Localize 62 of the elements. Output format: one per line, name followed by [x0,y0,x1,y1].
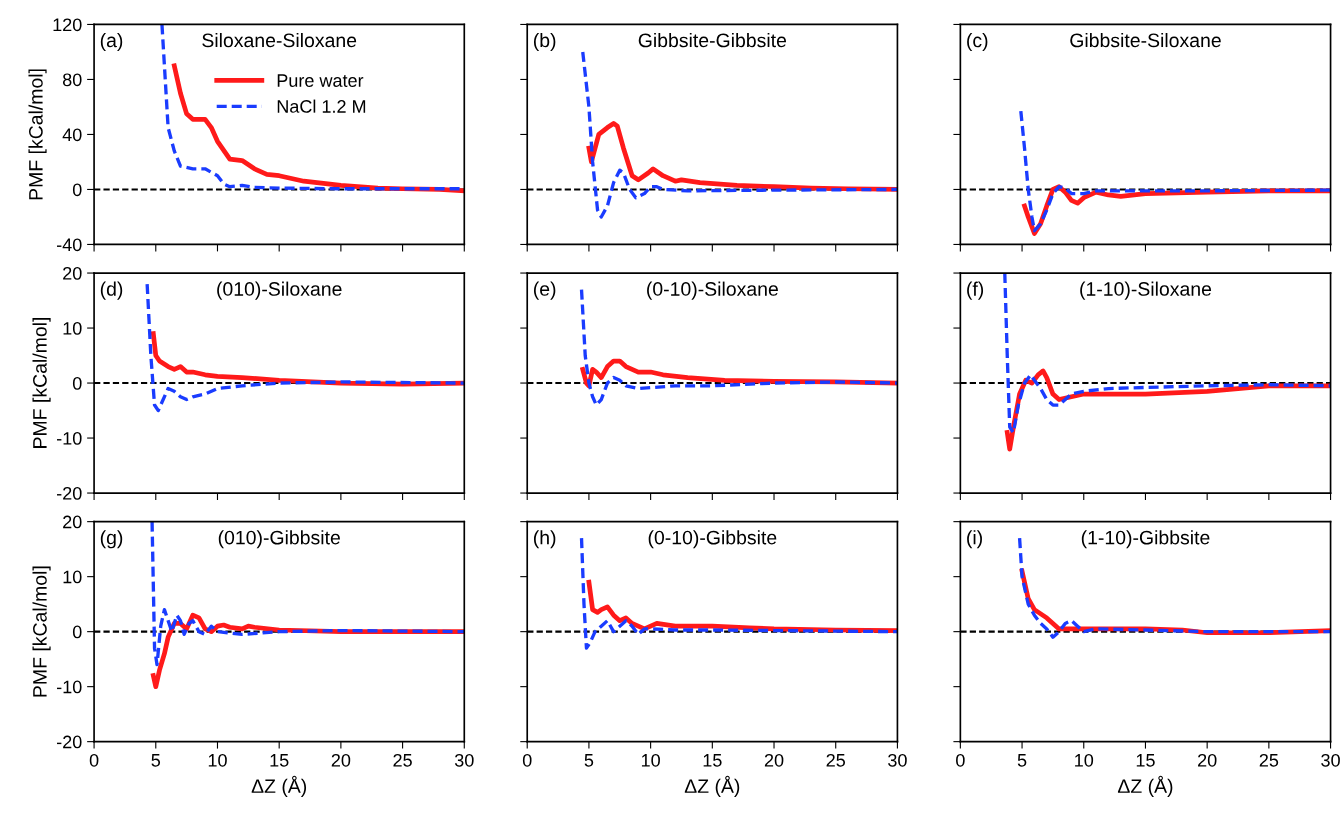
y-tick-label: 20 [63,515,82,529]
y-tick-label: 0 [72,625,82,639]
x-tick-label: 10 [208,753,227,767]
y-tick-label: -20 [56,735,82,749]
x-tick-label: 20 [1198,753,1217,767]
annotation: (b) [533,32,556,52]
chart-title: Gibbsite-Gibbsite [638,32,787,48]
annotation: (a) [100,32,123,52]
annotation: (f) [967,281,984,300]
legend-label: NaCl 1.2 M [277,99,366,113]
y-tick-label: -20 [56,486,82,500]
x-tick-label: 0 [522,753,532,767]
x-tick-label: 15 [703,754,722,767]
x-axis-title: ΔZ (Å) [684,775,740,797]
x-tick-label: 25 [393,753,412,767]
annotation: (i) [967,530,982,549]
chart-title: Siloxane-Siloxane [202,32,357,48]
y-tick-label: 0 [72,183,82,197]
x-tick-label: 10 [641,753,660,767]
x-tick-label: 25 [826,753,846,767]
y-tick-label: 120 [53,18,82,32]
x-tick-label: 30 [1321,753,1340,767]
x-tick-label: 30 [454,753,474,767]
x-tick-label: 10 [1075,753,1094,767]
y-tick-label: 10 [63,570,82,584]
x-tick-label: 5 [1017,754,1027,767]
x-tick-label: 30 [888,753,907,767]
x-tick-label: 5 [151,754,161,767]
y-tick-label: -10 [56,680,82,694]
y-tick-label: 20 [63,266,82,280]
annotation: (c) [967,32,988,52]
chart-title: (1-10)-Gibbsite [1081,530,1210,549]
x-tick-label: 15 [1136,754,1155,767]
x-tick-label: 20 [331,753,351,767]
y-tick-label: 0 [72,376,82,390]
annotation: (e) [533,281,556,300]
y-axis-title: PMF [kCal/mol] [28,69,47,200]
chart-title: (0-10)-Siloxane [647,281,778,300]
y-tick-label: -40 [56,238,82,252]
x-axis-title: ΔZ (Å) [251,775,307,797]
y-tick-label: 80 [62,73,82,87]
legend-label: Pure water [277,74,364,87]
x-axis-title: ΔZ (Å) [1117,775,1173,797]
x-tick-label: 0 [956,753,965,767]
y-tick-label: -10 [56,431,82,445]
x-tick-label: 0 [89,753,99,767]
chart-title: (010)-Siloxane [217,281,342,300]
y-tick-label: 40 [62,128,82,142]
annotation: (g) [100,530,123,549]
x-tick-label: 25 [1259,753,1279,767]
y-axis-title: PMF [kCal/mol] [32,317,51,448]
chart-title: (1-10)-Siloxane [1080,281,1212,300]
y-tick-label: 10 [63,321,82,335]
x-tick-label: 15 [270,754,289,767]
y-axis-title: PMF [kCal/mol] [32,566,51,697]
x-tick-label: 20 [764,753,784,767]
annotation: (h) [533,530,556,549]
x-tick-label: 5 [584,754,594,767]
chart-title: Gibbsite-Siloxane [1070,32,1221,48]
chart-title: (010)-Gibbsite [218,530,340,549]
chart-title: (0-10)-Gibbsite [648,530,777,549]
annotation: (d) [100,281,123,300]
